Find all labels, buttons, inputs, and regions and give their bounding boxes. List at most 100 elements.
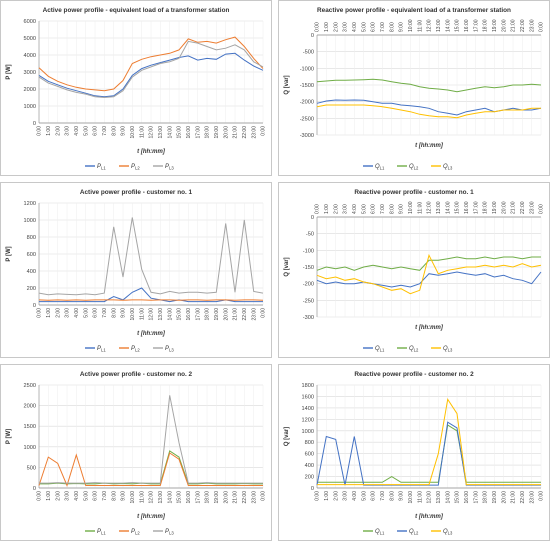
x-tick-label: 16:00 <box>186 491 192 504</box>
x-tick-label: 15:00 <box>177 126 183 139</box>
x-tick-label: 0:00 <box>261 491 267 501</box>
x-tick-label: 2:00 <box>333 204 339 214</box>
x-tick-label: 5:00 <box>361 22 367 32</box>
x-tick-label: 21:00 <box>511 491 517 504</box>
x-tick-label: 5:00 <box>83 308 89 318</box>
x-tick-label: 19:00 <box>214 126 220 139</box>
x-tick-label: 10:00 <box>130 126 136 139</box>
y-tick-label: -300 <box>303 315 314 321</box>
y-axis-label: Q [var] <box>284 75 290 94</box>
x-tick-label: 1:00 <box>46 126 52 136</box>
y-tick-label: 1800 <box>302 383 314 389</box>
chart-panel-active-transformer: Active power profile - equivalent load o… <box>0 0 272 176</box>
x-tick-label: 12:00 <box>149 308 155 321</box>
x-tick-label: 7:00 <box>380 491 386 501</box>
chart-panel-active-customer-1: Active power profile - customer no. 1 0 20… <box>0 182 272 358</box>
x-tick-label: 4:00 <box>352 22 358 32</box>
legend-entry: PL1 <box>97 346 106 353</box>
y-tick-label: 2500 <box>24 383 36 389</box>
y-tick-label: 0 <box>311 33 314 39</box>
legend-entry: QL1 <box>375 529 385 536</box>
y-tick-label: 1000 <box>24 218 36 224</box>
x-tick-label: 6:00 <box>93 308 99 318</box>
x-tick-label: 0:00 <box>539 204 545 214</box>
x-tick-label: 12:00 <box>149 126 155 139</box>
y-tick-label: 4000 <box>24 53 36 59</box>
legend-entry: PL3 <box>165 346 174 353</box>
x-tick-label: 1:00 <box>46 308 52 318</box>
legend-entry: QL3 <box>443 164 453 171</box>
x-tick-label: 7:00 <box>102 491 108 501</box>
x-tick-label: 5:00 <box>83 126 89 136</box>
y-tick-label: 1000 <box>302 429 314 435</box>
x-tick-label: 12:00 <box>427 19 433 32</box>
x-tick-label: 5:00 <box>83 491 89 501</box>
y-tick-label: 400 <box>305 463 314 469</box>
x-tick-label: 16:00 <box>464 19 470 32</box>
x-tick-label: 15:00 <box>455 201 461 214</box>
series-line <box>38 40 264 99</box>
x-tick-label: 20:00 <box>223 308 229 321</box>
x-tick-label: 16:00 <box>464 491 470 504</box>
chart-svg: Reactive power profile - customer no. 1 -… <box>284 189 545 353</box>
x-tick-label: 17:00 <box>473 19 479 32</box>
chart-panel-reactive-customer-2: Reactive power profile - customer no. 2 0… <box>278 364 550 541</box>
legend-entry: QL1 <box>375 346 385 353</box>
x-tick-label: 13:00 <box>158 308 164 321</box>
x-tick-label: 9:00 <box>121 126 127 136</box>
y-tick-label: 0 <box>33 486 36 492</box>
x-tick-label: 7:00 <box>380 22 386 32</box>
y-tick-label: -500 <box>303 50 314 56</box>
x-tick-label: 13:00 <box>436 19 442 32</box>
chart-svg: Active power profile - customer no. 2 0 50… <box>6 371 267 536</box>
chart-svg: Reactive power profile - customer no. 2 0… <box>284 371 545 536</box>
series-line <box>316 421 541 486</box>
x-tick-label: 17:00 <box>195 126 201 139</box>
x-tick-label: 19:00 <box>492 201 498 214</box>
y-tick-label: 1000 <box>24 104 36 110</box>
x-tick-label: 2:00 <box>55 308 61 318</box>
x-tick-label: 2:00 <box>333 22 339 32</box>
x-tick-label: 17:00 <box>473 201 479 214</box>
x-tick-label: 20:00 <box>223 491 229 504</box>
x-tick-label: 9:00 <box>121 308 127 318</box>
x-tick-label: 3:00 <box>343 22 349 32</box>
y-tick-label: -2000 <box>300 100 314 106</box>
series-line <box>38 52 264 98</box>
x-tick-label: 15:00 <box>177 308 183 321</box>
x-tick-label: 8:00 <box>111 126 117 136</box>
x-tick-label: 23:00 <box>529 19 535 32</box>
x-tick-label: 0:00 <box>315 204 321 214</box>
x-tick-label: 6:00 <box>371 204 377 214</box>
x-tick-label: 15:00 <box>177 491 183 504</box>
x-tick-label: 6:00 <box>93 126 99 136</box>
x-tick-label: 8:00 <box>389 491 395 501</box>
x-tick-label: 18:00 <box>205 126 211 139</box>
y-tick-label: 5000 <box>24 36 36 42</box>
chart-title: Active power profile - customer no. 2 <box>80 371 193 378</box>
x-tick-label: 20:00 <box>501 19 507 32</box>
x-tick-label: 10:00 <box>408 201 414 214</box>
x-tick-label: 6:00 <box>371 491 377 501</box>
x-tick-label: 15:00 <box>455 19 461 32</box>
x-axis-label: t [hh:mm] <box>415 514 444 520</box>
chart-panel-active-customer-2: Active power profile - customer no. 2 0 50… <box>0 364 272 541</box>
series-line <box>316 104 541 119</box>
legend-entry: PL1 <box>97 529 106 536</box>
x-tick-label: 11:00 <box>139 491 145 503</box>
y-tick-label: 800 <box>305 440 314 446</box>
x-tick-label: 8:00 <box>111 308 117 318</box>
x-tick-label: 8:00 <box>389 204 395 214</box>
x-tick-label: 17:00 <box>195 308 201 321</box>
x-tick-label: 0:00 <box>37 491 43 501</box>
x-tick-label: 1:00 <box>46 491 52 501</box>
series-line <box>317 397 541 486</box>
chart-svg: Active power profile - equivalent load o… <box>6 7 267 171</box>
x-tick-label: 20:00 <box>501 491 507 504</box>
x-tick-label: 8:00 <box>389 22 395 32</box>
x-tick-label: 3:00 <box>65 308 71 318</box>
x-tick-label: 14:00 <box>445 19 451 32</box>
x-tick-label: 9:00 <box>399 22 405 32</box>
y-tick-label: -2500 <box>300 116 314 122</box>
